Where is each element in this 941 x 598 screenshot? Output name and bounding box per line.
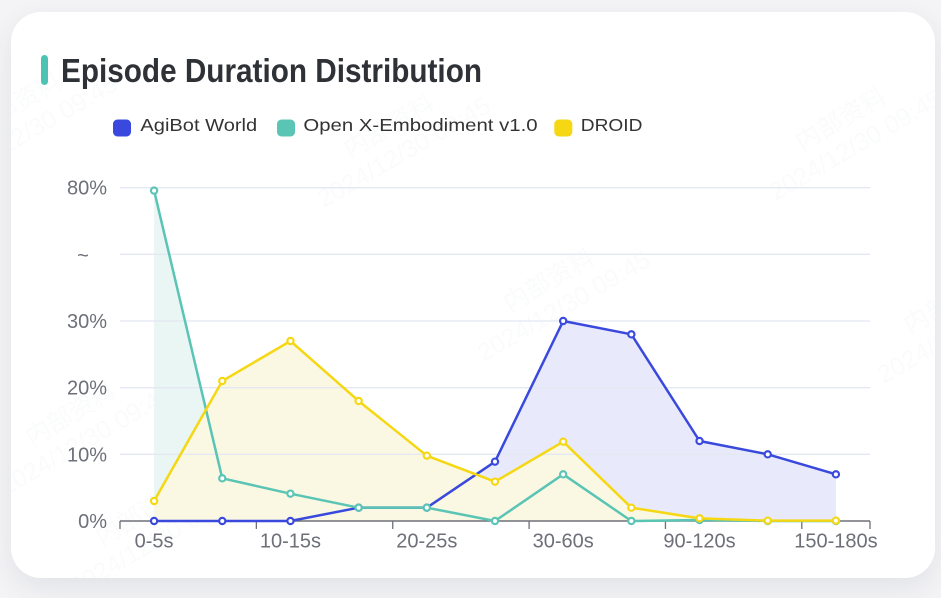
- svg-text:20%: 20%: [67, 378, 107, 400]
- svg-text:~: ~: [77, 245, 89, 267]
- svg-text:30-60s: 30-60s: [533, 531, 594, 553]
- svg-text:10-15s: 10-15s: [260, 531, 321, 553]
- svg-text:DROID: DROID: [581, 115, 643, 135]
- svg-text:0-5s: 0-5s: [135, 531, 174, 553]
- svg-text:Episode Duration Distribution: Episode Duration Distribution: [61, 52, 482, 89]
- svg-text:Open X-Embodiment v1.0: Open X-Embodiment v1.0: [303, 115, 538, 135]
- svg-text:AgiBot World: AgiBot World: [140, 115, 257, 135]
- svg-text:90-120s: 90-120s: [663, 531, 735, 553]
- svg-text:10%: 10%: [67, 444, 107, 466]
- svg-text:30%: 30%: [67, 311, 107, 333]
- svg-text:150-180s: 150-180s: [794, 531, 877, 553]
- svg-text:20-25s: 20-25s: [396, 531, 457, 553]
- svg-text:80%: 80%: [67, 178, 107, 200]
- svg-text:0%: 0%: [78, 511, 107, 533]
